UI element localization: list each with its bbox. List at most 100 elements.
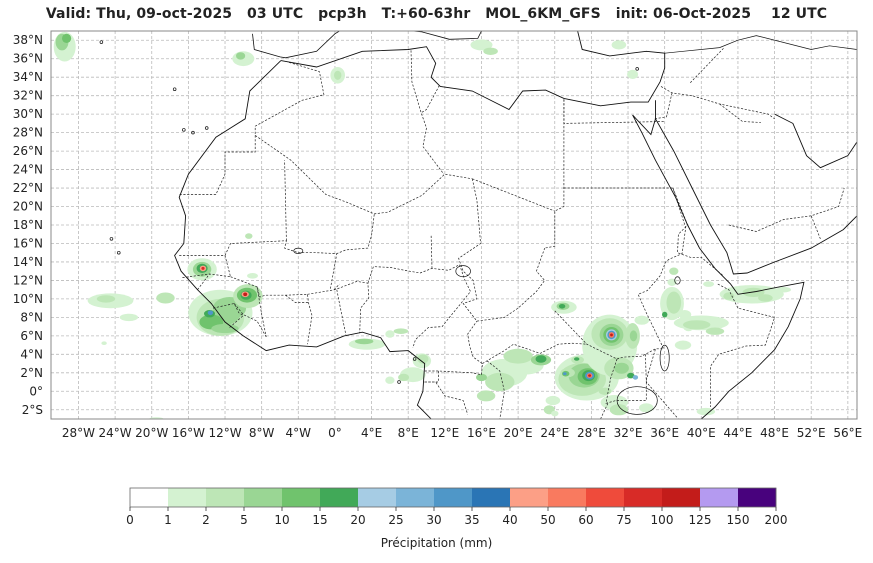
lat-tick-label: 38°N	[13, 33, 43, 47]
lon-tick-label: 20°E	[504, 426, 533, 440]
precip-cell	[742, 287, 765, 297]
colorbar-tick-label: 125	[689, 513, 712, 527]
precip-cell	[667, 278, 677, 286]
lon-tick-label: 36°E	[650, 426, 679, 440]
border-line	[424, 320, 483, 376]
lon-tick-label: 0°	[328, 426, 342, 440]
precip-cell	[355, 338, 374, 345]
lon-tick-label: 24°W	[99, 426, 132, 440]
precip-cell	[119, 313, 139, 322]
border-line	[654, 92, 673, 120]
precip-cell	[634, 315, 650, 325]
persian-gulf-coast	[774, 113, 857, 169]
border-line	[255, 135, 473, 215]
lon-tick-label: 40°E	[687, 426, 716, 440]
precip-cell	[156, 292, 175, 304]
lat-tick-label: 34°N	[13, 70, 43, 84]
precip-cell	[485, 372, 515, 392]
lon-tick-label: 44°E	[724, 426, 753, 440]
border-line	[563, 99, 665, 124]
lat-tick-label: 16°N	[13, 236, 43, 250]
border-line	[254, 62, 325, 136]
precip-cell	[545, 395, 561, 406]
lat-tick-label: 2°N	[20, 366, 43, 380]
colorbar-tick-label: 40	[502, 513, 517, 527]
precip-cell	[696, 407, 716, 416]
lon-tick-label: 12°E	[430, 426, 459, 440]
latitude-tick-labels: 2°S 0° 2°N 4°N 6°N 8°N 10°N 12°N 14°N 16°N 18°N 20°…	[13, 33, 43, 417]
precip-cell	[563, 372, 567, 376]
border-line	[330, 253, 338, 289]
lat-tick-label: 10°N	[13, 292, 43, 306]
lon-tick-label: 28°W	[62, 426, 95, 440]
lat-tick-label: 36°N	[13, 52, 43, 66]
lat-tick-label: 24°N	[13, 163, 43, 177]
precip-cell	[758, 294, 773, 302]
lat-tick-label: 30°N	[13, 107, 43, 121]
colorbar-tick-label: 20	[350, 513, 365, 527]
border-line	[554, 187, 687, 360]
sicily-sardinia-coast	[412, 31, 482, 40]
precip-cell	[627, 372, 635, 379]
colorbar-swatch	[738, 488, 777, 507]
lat-tick-label: 26°N	[13, 144, 43, 158]
border-line	[410, 50, 445, 175]
border-line	[423, 371, 469, 415]
lat-tick-label: 0°	[29, 384, 43, 398]
sinai-coast	[632, 100, 656, 136]
island-outline	[635, 67, 639, 71]
border-line	[179, 255, 231, 279]
lat-tick-label: 20°N	[13, 200, 43, 214]
colorbar-swatch	[624, 488, 663, 507]
colorbar-swatch	[244, 488, 283, 507]
precip-cell	[201, 266, 205, 270]
lake-outline	[293, 247, 304, 254]
border-line	[224, 213, 375, 256]
colorbar-tick-label: 0	[126, 513, 134, 527]
colorbar-swatch	[168, 488, 207, 507]
lat-tick-label: 6°N	[20, 329, 43, 343]
precip-cell	[609, 404, 629, 416]
precip-cell	[385, 330, 395, 338]
island-outline	[117, 250, 121, 255]
precip-cell	[476, 373, 487, 382]
lon-tick-label: 8°E	[398, 426, 419, 440]
border-line	[710, 283, 776, 407]
precip-cell	[627, 69, 639, 79]
precip-cell	[211, 323, 239, 334]
precip-cell	[632, 375, 639, 380]
border-line	[284, 160, 287, 241]
precip-cell	[705, 327, 725, 335]
precip-cell	[723, 292, 735, 300]
precip-cell	[574, 357, 580, 361]
colorbar-swatch	[320, 488, 359, 507]
colorbar-tick-label: 60	[578, 513, 593, 527]
precip-cell	[247, 273, 258, 279]
colorbar-tick-label: 200	[765, 513, 788, 527]
border-line	[458, 178, 546, 322]
colorbar-swatch	[130, 488, 169, 507]
lon-tick-label: 12°W	[208, 426, 241, 440]
lat-tick-label: 28°N	[13, 126, 43, 140]
island-outline	[204, 126, 209, 130]
arabian-coast	[655, 118, 857, 275]
mediterranean-coast	[280, 31, 666, 111]
country-borders	[179, 47, 845, 419]
lat-tick-label: 12°N	[13, 273, 43, 287]
lake-outline	[674, 276, 681, 285]
border-line	[213, 303, 244, 328]
colorbar-tick-label: 35	[464, 513, 479, 527]
lat-tick-label: 18°N	[13, 218, 43, 232]
border-line	[367, 264, 460, 284]
colorbar-tick-label: 150	[727, 513, 750, 527]
island-outline	[191, 130, 195, 135]
border-line	[412, 264, 471, 349]
precip-cell	[62, 33, 72, 44]
border-line	[256, 286, 267, 337]
colorbar-tick-label: 50	[540, 513, 555, 527]
map-frame	[50, 30, 858, 420]
precip-cell	[398, 373, 410, 382]
lon-tick-label: 20°W	[135, 426, 168, 440]
border-line	[544, 99, 565, 249]
coastlines	[99, 31, 857, 419]
